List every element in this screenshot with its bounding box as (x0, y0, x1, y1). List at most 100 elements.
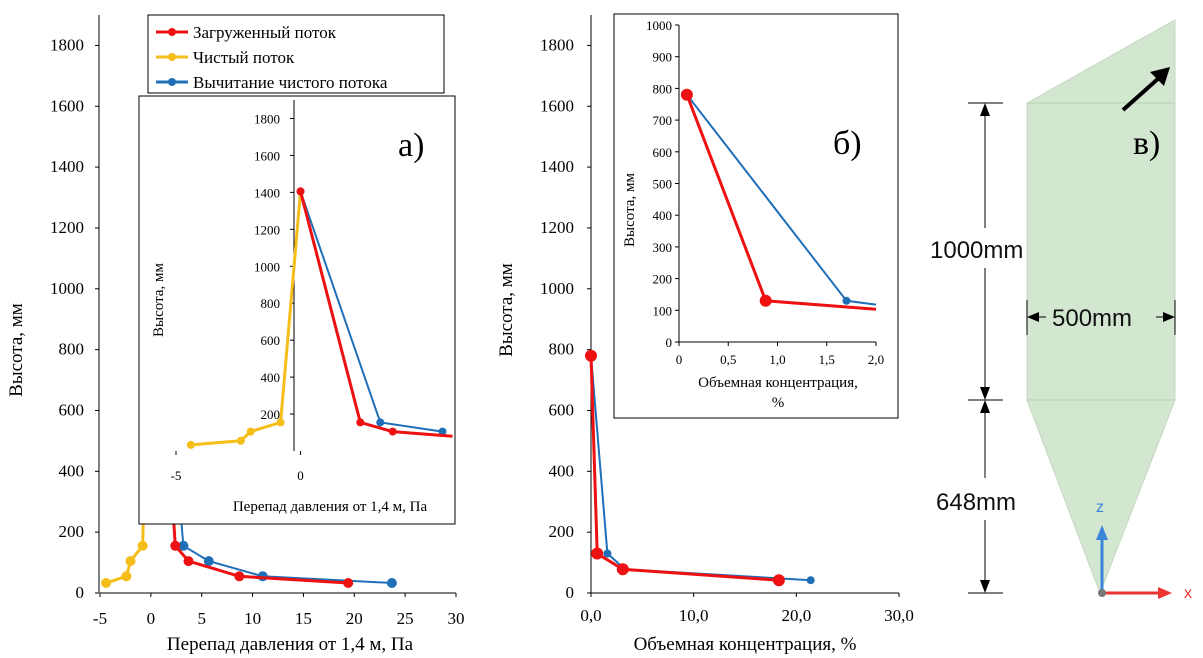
y-tick-label: 100 (653, 303, 673, 318)
y-tick-label: 1000 (254, 259, 280, 274)
dim-arrowhead-icon (980, 580, 990, 593)
y-tick-label: 1600 (50, 96, 84, 115)
y-tick-label: 1800 (50, 35, 84, 54)
dim-height-bottom: 648mm (936, 489, 1016, 516)
y-tick-label: 0 (666, 335, 673, 350)
x-tick-label: -5 (93, 609, 107, 628)
x-tick-label: 20,0 (781, 606, 811, 625)
y-tick-label: 800 (653, 81, 673, 96)
axis-x-arrow-icon (1158, 587, 1172, 599)
y-axis-label: Высота, мм (6, 303, 27, 397)
data-point-clean (125, 556, 136, 567)
y-tick-label: 600 (549, 400, 575, 419)
y-tick-label: 800 (261, 296, 281, 311)
legend: Загруженный поток Чистый поток Вычитание… (156, 23, 388, 92)
data-point-clean (236, 436, 245, 445)
dim-arrowhead-icon (1027, 312, 1039, 322)
x-tick-label: 30,0 (884, 606, 914, 625)
legend-box (147, 14, 445, 94)
y-axis-label: Высота, мм (496, 263, 517, 357)
data-point-subtract (376, 418, 385, 427)
y-tick-label: 1400 (254, 185, 280, 200)
chart-a-inset: 200 400 600 800 1000 1200 1400 1600 1800 -5 0 Переп… (151, 100, 453, 515)
y-tick-label: 1000 (50, 279, 84, 298)
data-point-loaded (234, 571, 245, 582)
data-point-clean (137, 540, 148, 551)
y-tick-label: 200 (261, 407, 281, 422)
x-tick-label: 2,0 (868, 352, 884, 367)
data-point-loaded (680, 88, 693, 101)
x-tick-label: 0,0 (580, 606, 601, 625)
data-point-loaded (591, 547, 604, 560)
inset-b-box (613, 13, 899, 419)
y-tick-label: 200 (59, 522, 85, 541)
x-tick-label: 25 (397, 609, 414, 628)
y-tick-label: 800 (59, 340, 85, 359)
y-tick-label: 400 (261, 370, 281, 385)
y-tick-label: 1400 (540, 157, 574, 176)
legend-loaded-label: Загруженный поток (193, 23, 337, 42)
axis-z-arrow-icon (1096, 525, 1108, 540)
data-point-clean (276, 418, 285, 427)
silo-body (1026, 19, 1176, 595)
y-tick-label: 200 (653, 272, 673, 287)
panel-a-label: а) (398, 127, 424, 164)
flow-arrow-icon (1150, 67, 1170, 86)
legend-clean-label: Чистый поток (193, 48, 295, 67)
origin-marker (1098, 589, 1106, 597)
y-axis-label: Высота, мм (151, 263, 167, 337)
dim-arrowhead-icon (980, 400, 990, 413)
data-point-subtract (438, 427, 447, 436)
y-tick-label: 1800 (254, 111, 280, 126)
x-tick-label: 5 (197, 609, 206, 628)
panel-c-label: в) (1133, 125, 1160, 162)
y-tick-label: 1400 (50, 157, 84, 176)
x-axis-label: Объемная концентрация,% (698, 375, 858, 411)
data-point-subtract (386, 578, 397, 588)
x-tick-label: -5 (171, 468, 182, 483)
y-tick-label: 0 (566, 583, 575, 602)
x-tick-label: 0 (297, 468, 304, 483)
y-tick-label: 200 (549, 522, 575, 541)
data-point-loaded (616, 563, 629, 576)
x-axis-label: Объемная концентрация, % (634, 634, 857, 655)
y-tick-label: 400 (549, 461, 575, 480)
data-point-subtract (842, 296, 851, 305)
y-tick-label: 500 (653, 177, 673, 192)
x-axis-label: Перепад давления от 1,4 м, Па (167, 634, 414, 655)
data-point-loaded (759, 294, 772, 307)
x-tick-label: 1,5 (819, 352, 835, 367)
data-point-loaded (296, 187, 305, 196)
data-point-clean (246, 427, 255, 436)
dim-width: 500mm (1052, 305, 1132, 332)
data-point-loaded (585, 349, 597, 362)
y-tick-label: 400 (59, 461, 85, 480)
data-point-loaded (343, 578, 354, 588)
legend-clean-marker (168, 53, 176, 61)
dim-arrowhead-icon (980, 103, 990, 116)
data-point-loaded (388, 427, 397, 436)
y-tick-label: 800 (549, 340, 575, 359)
flow-arrow-shaft (1121, 75, 1162, 112)
legend-subtract-marker (168, 78, 176, 86)
y-tick-label: 400 (653, 208, 673, 223)
x-tick-label: 20 (346, 609, 363, 628)
data-point-clean (121, 571, 132, 582)
x-tick-label: 1,0 (769, 352, 785, 367)
x-tick-label: 0,5 (720, 352, 736, 367)
silo-diagram: в) 1000mm 648mm 500mm z x (930, 19, 1192, 602)
x-tick-label: 15 (295, 609, 312, 628)
data-point-loaded (183, 556, 194, 567)
x-tick-label: 30 (448, 609, 465, 628)
series-line-loaded (589, 355, 780, 582)
y-tick-label: 1000 (540, 279, 574, 298)
y-tick-label: 1200 (540, 218, 574, 237)
dim-height-top: 1000mm (930, 237, 1023, 264)
y-tick-label: 1200 (50, 218, 84, 237)
legend-subtract-label: Вычитание чистого потока (193, 73, 388, 92)
y-tick-label: 700 (653, 113, 673, 128)
data-point-subtract (203, 556, 214, 567)
x-tick-label: 0 (676, 352, 683, 367)
panel-b-label: б) (833, 125, 862, 162)
